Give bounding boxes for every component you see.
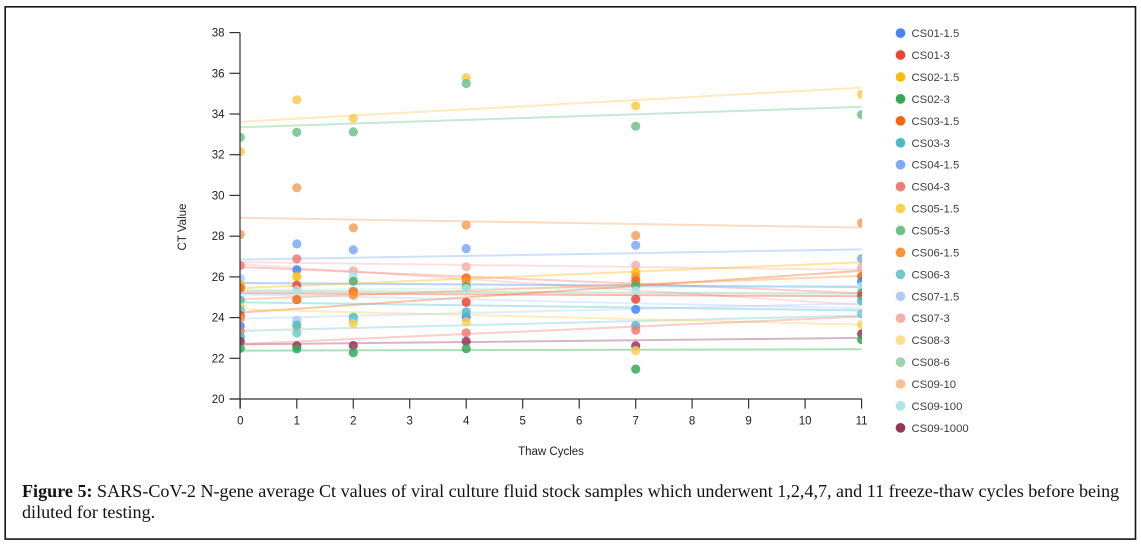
svg-text:CS04-1.5: CS04-1.5 <box>912 160 960 172</box>
svg-text:26: 26 <box>212 272 225 284</box>
svg-text:1: 1 <box>294 416 300 428</box>
svg-text:CS03-1.5: CS03-1.5 <box>912 116 960 128</box>
svg-text:Thaw Cycles: Thaw Cycles <box>518 446 584 458</box>
svg-text:CS06-3: CS06-3 <box>912 269 950 281</box>
svg-text:CS03-3: CS03-3 <box>912 138 950 150</box>
svg-text:CT Value: CT Value <box>177 204 189 251</box>
svg-text:11: 11 <box>856 416 868 428</box>
svg-text:28: 28 <box>212 231 225 243</box>
svg-text:CS02-1.5: CS02-1.5 <box>912 72 960 84</box>
svg-text:8: 8 <box>689 416 695 428</box>
svg-text:10: 10 <box>799 416 812 428</box>
svg-text:CS01-3: CS01-3 <box>912 50 950 62</box>
svg-text:CS07-1.5: CS07-1.5 <box>912 291 960 303</box>
svg-text:24: 24 <box>212 313 225 325</box>
svg-text:CS02-3: CS02-3 <box>912 94 950 106</box>
svg-text:30: 30 <box>212 190 225 202</box>
svg-text:4: 4 <box>463 416 470 428</box>
svg-text:CS01-1.5: CS01-1.5 <box>912 28 960 40</box>
svg-text:CS08-3: CS08-3 <box>912 335 950 347</box>
svg-text:3: 3 <box>406 416 412 428</box>
svg-text:CS07-3: CS07-3 <box>912 313 950 325</box>
svg-text:9: 9 <box>745 416 751 428</box>
svg-text:CS09-10: CS09-10 <box>912 379 957 391</box>
svg-text:6: 6 <box>576 416 582 428</box>
svg-text:CS05-1.5: CS05-1.5 <box>912 204 960 216</box>
svg-text:32: 32 <box>212 150 225 162</box>
svg-text:CS09-100: CS09-100 <box>912 401 963 413</box>
svg-text:CS04-3: CS04-3 <box>912 182 950 194</box>
svg-text:5: 5 <box>519 416 525 428</box>
svg-text:38: 38 <box>212 28 225 40</box>
svg-text:0: 0 <box>237 416 243 428</box>
svg-text:CS05-3: CS05-3 <box>912 226 950 238</box>
svg-text:22: 22 <box>212 353 225 365</box>
svg-text:2: 2 <box>350 416 356 428</box>
svg-text:7: 7 <box>632 416 638 428</box>
svg-text:CS08-6: CS08-6 <box>912 357 950 369</box>
svg-text:CS09-1000: CS09-1000 <box>912 423 969 435</box>
svg-text:20: 20 <box>212 394 225 406</box>
svg-text:36: 36 <box>212 68 225 80</box>
svg-text:34: 34 <box>212 109 225 121</box>
svg-text:CS06-1.5: CS06-1.5 <box>912 247 960 259</box>
